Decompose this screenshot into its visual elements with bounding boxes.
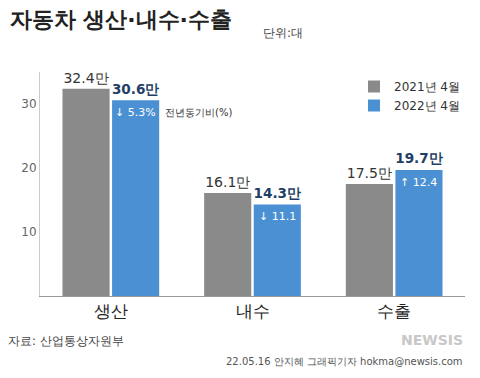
svg-text:수출: 수출 bbox=[377, 301, 411, 321]
svg-text:22.05.16 안지혜 그래픽기자 hokma@newsi: 22.05.16 안지혜 그래픽기자 hokma@newsis.com bbox=[226, 356, 463, 367]
svg-text:10: 10 bbox=[21, 225, 36, 239]
svg-text:17.5만: 17.5만 bbox=[347, 165, 392, 181]
svg-text:16.1만: 16.1만 bbox=[205, 174, 250, 190]
svg-text:자료: 산업통상자원부: 자료: 산업통상자원부 bbox=[8, 334, 124, 348]
svg-text:20: 20 bbox=[21, 161, 36, 175]
svg-text:자동차 생산·내수·수출: 자동차 생산·내수·수출 bbox=[10, 7, 232, 32]
svg-text:2021년 4월: 2021년 4월 bbox=[394, 80, 460, 94]
svg-text:↑ 12.4: ↑ 12.4 bbox=[400, 176, 437, 189]
svg-text:전년동기비(%): 전년동기비(%) bbox=[165, 107, 232, 118]
svg-text:단위:대: 단위:대 bbox=[263, 26, 303, 40]
svg-text:30.6만: 30.6만 bbox=[112, 81, 160, 97]
svg-text:내수: 내수 bbox=[236, 301, 270, 321]
svg-text:↓ 11.1: ↓ 11.1 bbox=[259, 210, 296, 223]
svg-text:14.3만: 14.3만 bbox=[254, 185, 302, 201]
svg-text:생산: 생산 bbox=[94, 301, 128, 321]
svg-text:NEWSIS: NEWSIS bbox=[401, 332, 463, 348]
svg-text:2022년 4월: 2022년 4월 bbox=[394, 99, 460, 113]
svg-text:19.7만: 19.7만 bbox=[395, 150, 443, 166]
svg-text:↓ 5.3%: ↓ 5.3% bbox=[115, 106, 156, 119]
svg-text:30: 30 bbox=[21, 97, 36, 111]
svg-text:32.4만: 32.4만 bbox=[63, 70, 108, 86]
